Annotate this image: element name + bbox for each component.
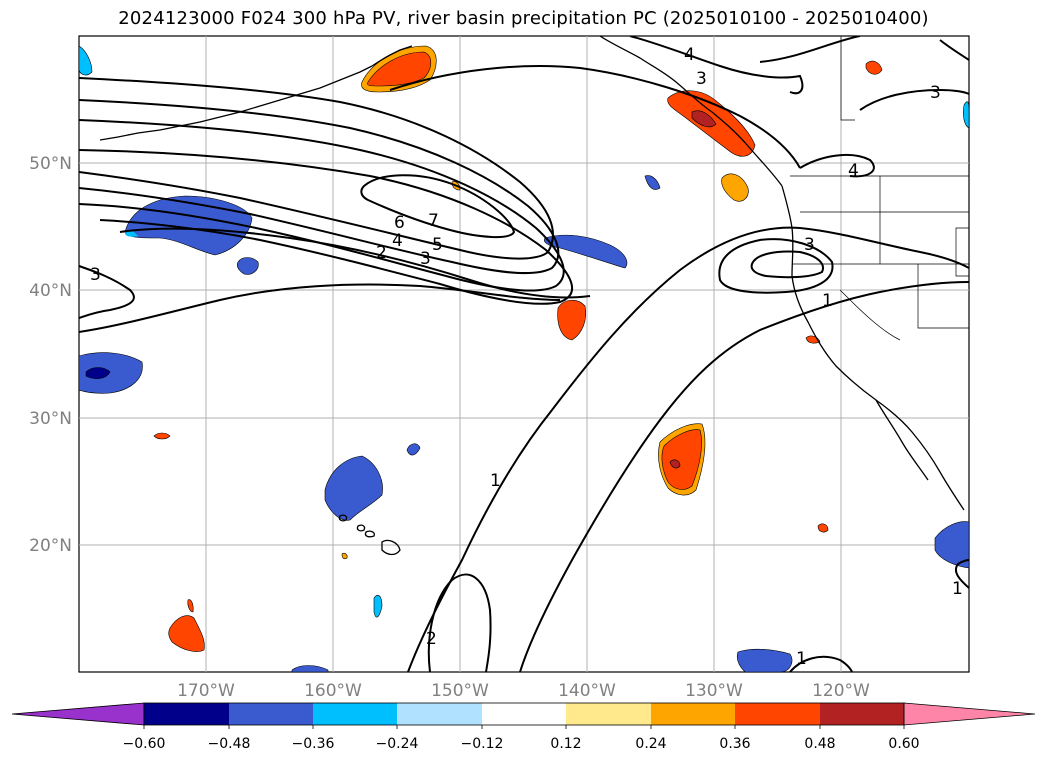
positive-precip-areas <box>153 45 883 652</box>
colorbar-extend-low <box>11 702 145 726</box>
contour-label: 3 <box>696 69 707 89</box>
contour-label: 3 <box>420 249 431 269</box>
colorbar: −0.60 −0.48 −0.36 −0.24 −0.12 0.12 0.24 … <box>11 702 1036 752</box>
contour-label: 3 <box>90 265 101 285</box>
colorbar-tick-label: −0.36 <box>292 736 335 752</box>
colorbar-tick-label: 0.48 <box>804 736 835 752</box>
contour-label: 1 <box>952 579 963 599</box>
contour-label: 3 <box>804 235 815 255</box>
colorbar-bin <box>566 703 651 725</box>
lon-label-170w: 170°W <box>177 681 235 701</box>
colorbar-bin <box>397 703 482 725</box>
contour-label: 1 <box>822 291 833 311</box>
colorbar-tick-label: 0.60 <box>888 736 919 752</box>
colorbar-tick-label: 0.12 <box>550 736 581 752</box>
contour-label: 4 <box>392 231 403 251</box>
colorbar-tick-label: −0.48 <box>208 736 251 752</box>
colorbar-tick-label: 0.36 <box>719 736 750 752</box>
precip-blob <box>661 429 702 490</box>
map-frame <box>78 35 970 673</box>
precip-blob <box>341 552 348 560</box>
lat-label-50n: 50°N <box>29 154 72 174</box>
political-borders <box>790 36 969 341</box>
lon-label-160w: 160°W <box>304 681 362 701</box>
precip-blob <box>691 110 717 128</box>
latitude-labels: 50°N 40°N 30°N 20°N <box>29 154 72 556</box>
precip-blob <box>79 352 143 394</box>
contour-label: 6 <box>394 213 405 233</box>
lon-label-130w: 130°W <box>685 681 743 701</box>
precip-blob <box>168 615 205 652</box>
longitude-labels: 170°W 160°W 150°W 140°W 130°W 120°W <box>177 681 870 701</box>
colorbar-bin <box>651 703 735 725</box>
precip-blob <box>557 299 587 341</box>
precip-blob <box>236 257 259 275</box>
colorbar-tick-label: −0.24 <box>376 736 419 752</box>
precip-blob <box>669 459 681 469</box>
colorbar-bin <box>820 703 904 725</box>
pv-contours <box>79 36 969 672</box>
precip-blob <box>721 173 749 202</box>
contour-label: 1 <box>796 649 807 669</box>
colorbar-tick-label: −0.12 <box>461 736 504 752</box>
lon-label-120w: 120°W <box>812 681 870 701</box>
precip-blob <box>153 432 171 440</box>
precip-blob <box>865 60 883 75</box>
precip-blob <box>817 523 829 533</box>
lon-label-140w: 140°W <box>558 681 616 701</box>
colorbar-tick-label: 0.24 <box>635 736 666 752</box>
contour-label: 5 <box>432 235 443 255</box>
precip-blob <box>367 51 432 87</box>
colorbar-bin <box>313 703 397 725</box>
colorbar-extend-high <box>903 702 1036 726</box>
precip-blob <box>187 599 194 613</box>
contour-labels: 4 3 3 6 7 4 5 2 3 3 4 1 1 1 1 2 3 <box>90 45 963 669</box>
precip-blob <box>79 45 93 76</box>
colorbar-bin <box>144 703 229 725</box>
lat-label-40n: 40°N <box>29 281 72 301</box>
precip-blob <box>736 648 793 672</box>
precip-blob <box>406 443 421 456</box>
lat-label-30n: 30°N <box>29 409 72 429</box>
contour-label: 1 <box>490 471 501 491</box>
contour-label: 4 <box>684 45 695 65</box>
precip-blob <box>85 367 111 379</box>
precip-blob <box>644 175 661 190</box>
map-title: 2024123000 F024 300 hPa PV, river basin … <box>118 8 929 29</box>
coastlines <box>99 36 965 556</box>
colorbar-bin <box>482 703 566 725</box>
colorbar-tick-label: −0.60 <box>123 736 166 752</box>
precip-blob <box>934 521 969 569</box>
contour-label: 3 <box>930 83 941 103</box>
gridlines <box>79 36 969 672</box>
colorbar-bin <box>229 703 313 725</box>
contour-label: 4 <box>848 161 859 181</box>
contour-label: 2 <box>376 243 387 263</box>
precip-blob <box>324 455 383 521</box>
precip-blob <box>291 665 329 672</box>
contour-label: 2 <box>426 629 437 649</box>
precip-blob <box>963 101 969 129</box>
lon-label-150w: 150°W <box>431 681 489 701</box>
colorbar-outline <box>143 702 905 726</box>
precip-blob <box>373 594 383 618</box>
lat-label-20n: 20°N <box>29 536 72 556</box>
contour-label: 7 <box>428 211 439 231</box>
colorbar-bin <box>735 703 820 725</box>
